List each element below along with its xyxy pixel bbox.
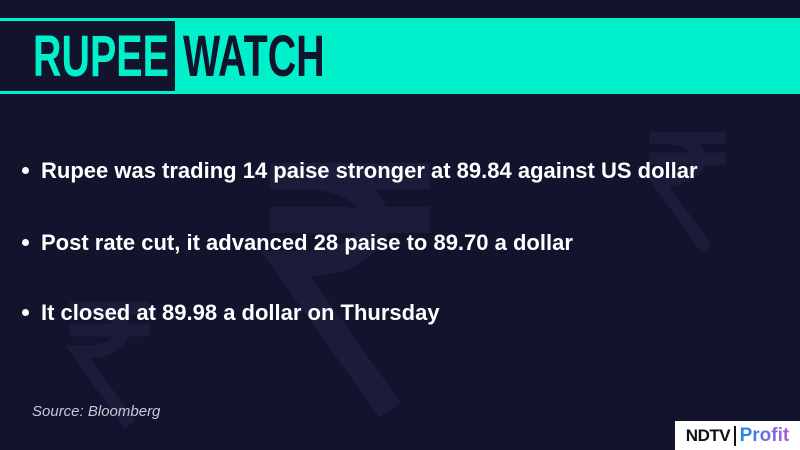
bullet-item: Rupee was trading 14 paise stronger at 8… — [22, 158, 698, 184]
logo-brand: NDTV — [685, 425, 731, 445]
ndtv-profit-logo: NDTV Profit — [675, 421, 800, 450]
header-dark-box — [0, 21, 175, 91]
title-watch: WATCH — [183, 24, 325, 89]
source-note: Source: Bloomberg — [32, 403, 161, 420]
bullet-dot-icon — [22, 308, 29, 316]
title-rupee: RUPEE — [33, 24, 169, 89]
rupee-watermark-icon — [260, 163, 430, 418]
bullet-text: Rupee was trading 14 paise stronger at 8… — [41, 158, 698, 183]
logo-divider — [734, 425, 736, 446]
bullet-text: Post rate cut, it advanced 28 paise to 8… — [41, 230, 573, 255]
logo-sub: Profit — [739, 424, 790, 446]
bullet-item: It closed at 89.98 a dollar on Thursday — [22, 300, 440, 326]
bullet-dot-icon — [22, 238, 29, 246]
bullet-text: It closed at 89.98 a dollar on Thursday — [41, 300, 440, 325]
bullet-item: Post rate cut, it advanced 28 paise to 8… — [22, 230, 573, 256]
bullet-dot-icon — [22, 166, 29, 174]
rupee-watermark-icon — [645, 131, 726, 253]
